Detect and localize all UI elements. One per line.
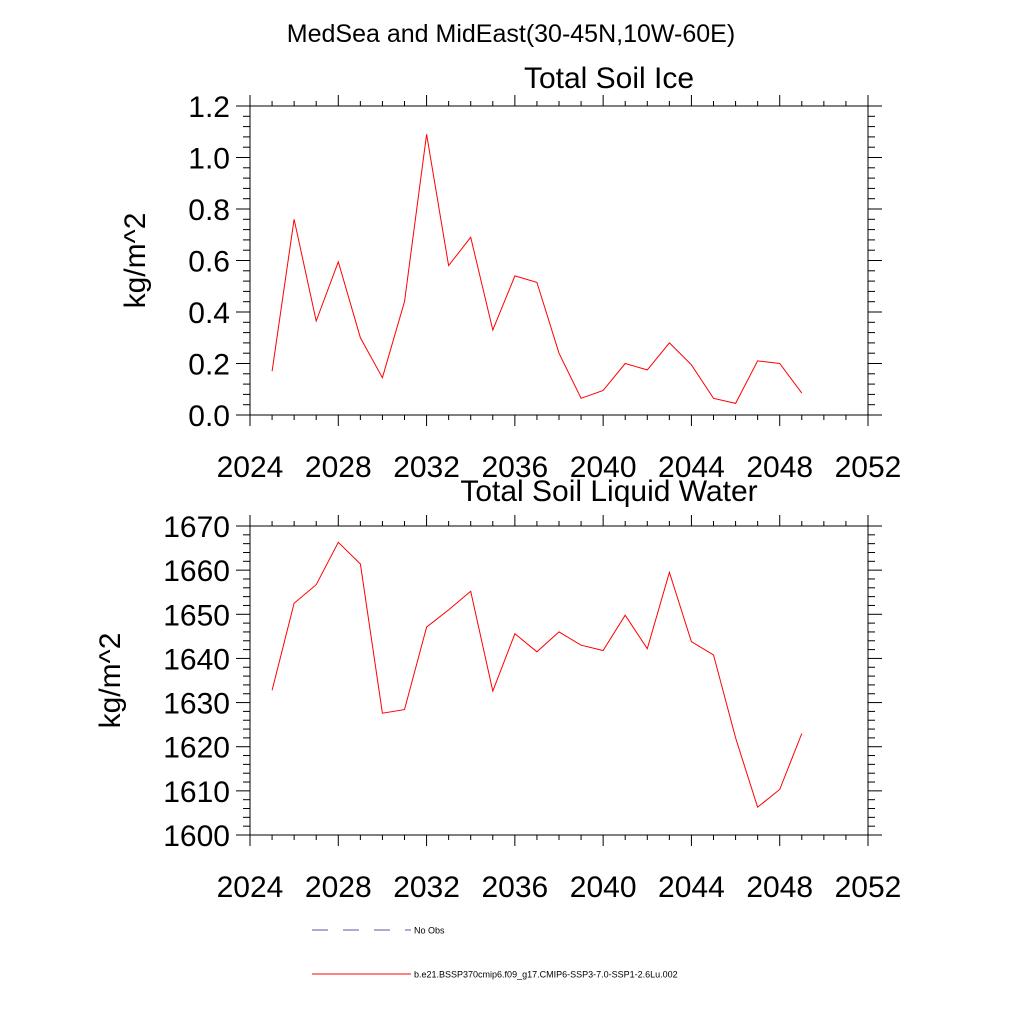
p0-plot-frame [249,105,869,416]
p1-y-tick-label-0: 1600 [163,820,230,853]
p1-y-axis-label: kg/m^2 [94,633,127,729]
p0-y-tick-label-0: 0.0 [188,400,230,433]
p0-series-line-0 [271,134,803,404]
p1-y-tick-label-1: 1610 [163,776,230,809]
p0-y-axis-label: kg/m^2 [119,213,152,309]
p1-y-tick-label-5: 1650 [163,599,230,632]
p1-x-tick-label-2048: 2048 [746,871,813,904]
p1-x-tick-label-2028: 2028 [305,871,372,904]
figure-suptitle: MedSea and MidEast(30-45N,10W-60E) [287,20,735,48]
p1-x-tick-label-2024: 2024 [217,871,284,904]
p1-x-tick-label-2040: 2040 [570,871,637,904]
p1-x-tick-label-2044: 2044 [658,871,725,904]
p0-x-tick-label-2032: 2032 [393,451,460,484]
legend-label-no-obs: No Obs [414,926,445,936]
p1-y-tick-label-7: 1670 [163,511,230,544]
p1-x-tick-label-2036: 2036 [481,871,548,904]
legend-label-model-run: b.e21.BSSP370cmip6.f09_g17.CMIP6-SSP3-7.… [414,970,678,980]
p1-series-line-0 [271,541,803,809]
p1-y-tick-label-2: 1620 [163,732,230,765]
p0-y-tick-label-2: 0.4 [188,297,230,330]
p1-chart-title: Total Soil Liquid Water [460,475,757,508]
p1-x-tick-label-2032: 2032 [393,871,460,904]
p0-x-tick-label-2044: 2044 [658,451,725,484]
p0-x-tick-label-2036: 2036 [481,451,548,484]
legend: No Obs b.e21.BSSP370cmip6.f09_g17.CMIP6-… [312,926,678,980]
panel-total-soil-ice: 2024 2028 2032 2036 2040 2044 2048 2052 0.0 0.2 0.… [119,62,901,484]
p0-chart-title: Total Soil Ice [524,62,694,95]
p0-y-tick-label-1: 0.2 [188,349,230,382]
p0-x-tick-label-2028: 2028 [305,451,372,484]
p1-x-tick-label-2052: 2052 [835,871,902,904]
p1-plot-frame [249,525,869,836]
p0-y-tick-label-5: 1.0 [188,143,230,176]
p0-x-tick-label-2024: 2024 [217,451,284,484]
p0-y-tick-label-4: 0.8 [188,194,230,227]
p1-y-tick-label-4: 1640 [163,643,230,676]
p0-x-tick-label-2040: 2040 [570,451,637,484]
p0-x-tick-label-2048: 2048 [746,451,813,484]
p0-y-tick-label-6: 1.2 [188,91,230,124]
p1-y-tick-label-3: 1630 [163,688,230,721]
p0-x-tick-label-2052: 2052 [835,451,902,484]
panel-total-soil-liquid-water: 2024 2028 2032 2036 2040 2044 2048 2052 1600 1610… [94,475,901,904]
p0-y-tick-label-3: 0.6 [188,246,230,279]
p1-y-tick-label-6: 1660 [163,555,230,588]
